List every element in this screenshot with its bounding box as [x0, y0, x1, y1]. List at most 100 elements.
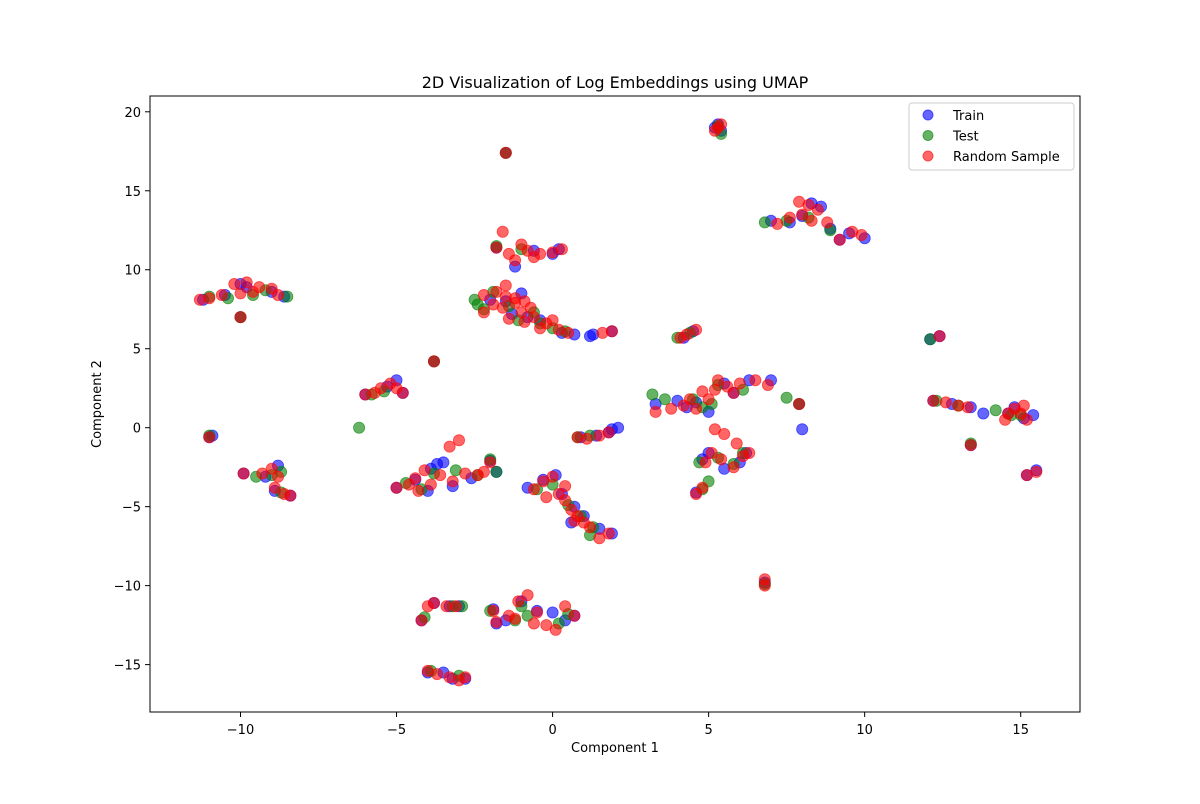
data-point: [1030, 465, 1043, 478]
x-axis-label: Component 1: [571, 741, 659, 756]
y-axis-label: Component 2: [90, 360, 105, 448]
chart-title: 2D Visualization of Log Embeddings using…: [422, 73, 809, 92]
data-point: [477, 465, 490, 478]
data-point: [374, 382, 387, 395]
data-point: [961, 401, 974, 414]
data-point: [793, 195, 806, 208]
data-point: [702, 393, 715, 406]
data-point: [546, 470, 559, 483]
y-tick-label: −5: [122, 501, 141, 516]
data-point: [602, 426, 615, 439]
data-point: [559, 600, 572, 613]
data-point: [602, 527, 615, 540]
data-point: [771, 217, 784, 230]
data-point: [499, 279, 512, 292]
data-point: [490, 241, 503, 254]
data-point: [446, 475, 459, 488]
data-point: [977, 407, 990, 420]
data-point: [783, 211, 796, 224]
data-point: [696, 385, 709, 398]
data-point: [715, 453, 728, 466]
data-point: [527, 251, 540, 264]
data-point: [690, 323, 703, 336]
data-point: [443, 440, 456, 453]
data-point: [431, 668, 444, 681]
data-point: [487, 604, 500, 617]
data-point: [727, 461, 740, 474]
legend-marker: [922, 109, 934, 121]
data-point: [228, 277, 241, 290]
y-tick-label: −10: [114, 580, 141, 595]
data-point: [531, 606, 544, 619]
x-tick-label: −10: [227, 723, 254, 738]
data-point: [593, 532, 606, 545]
data-point: [237, 467, 250, 480]
data-point: [203, 292, 216, 305]
data-point: [427, 355, 440, 368]
data-point: [534, 322, 547, 335]
plot-area-frame: [149, 95, 1081, 713]
data-point: [562, 326, 575, 339]
data-point: [690, 402, 703, 415]
data-point: [499, 290, 512, 303]
series-random-sample: [193, 118, 1043, 687]
data-point: [477, 306, 490, 319]
data-point: [559, 494, 572, 507]
scatter-points: [193, 118, 1043, 687]
data-point: [568, 514, 581, 527]
data-point: [471, 298, 484, 311]
data-point: [939, 396, 952, 409]
data-point: [390, 481, 403, 494]
data-point: [708, 423, 721, 436]
data-point: [268, 481, 281, 494]
legend-label: Test: [952, 130, 979, 145]
data-point: [605, 325, 618, 338]
data-point: [527, 483, 540, 496]
data-point: [490, 285, 503, 298]
data-point: [649, 405, 662, 418]
data-point: [490, 465, 503, 478]
data-point: [459, 467, 472, 480]
data-point: [265, 462, 278, 475]
data-point: [496, 225, 509, 238]
data-point: [234, 311, 247, 324]
data-point: [933, 330, 946, 343]
data-point: [449, 600, 462, 613]
legend: Train Test Random Sample: [908, 102, 1075, 171]
data-point: [580, 432, 593, 445]
data-point: [499, 146, 512, 159]
data-point: [487, 298, 500, 311]
data-point: [518, 315, 531, 328]
legend-label: Train: [952, 109, 984, 124]
data-point: [555, 243, 568, 256]
data-point: [658, 393, 671, 406]
data-point: [584, 330, 597, 343]
data-point: [811, 203, 824, 216]
data-point: [708, 124, 721, 137]
data-point: [821, 216, 834, 229]
data-point: [646, 388, 659, 401]
y-tick-label: 20: [124, 106, 141, 121]
data-point: [215, 288, 228, 301]
data-point: [240, 276, 253, 289]
data-point: [546, 314, 559, 327]
data-point: [537, 475, 550, 488]
y-axis-ticks: −15 −10 −5 0 5 10 15 20: [114, 106, 150, 674]
data-point: [540, 619, 553, 632]
data-point: [805, 214, 818, 227]
legend-box: [908, 102, 1075, 171]
data-point: [559, 480, 572, 493]
x-tick-label: −5: [387, 723, 406, 738]
data-point: [427, 597, 440, 610]
data-point: [705, 446, 718, 459]
data-point: [477, 288, 490, 301]
data-point: [743, 446, 756, 459]
data-point: [415, 614, 428, 627]
data-point: [527, 617, 540, 630]
data-point: [459, 671, 472, 684]
data-point: [484, 456, 497, 469]
data-point: [1020, 413, 1033, 426]
data-point: [490, 616, 503, 629]
y-tick-label: 15: [124, 185, 141, 200]
